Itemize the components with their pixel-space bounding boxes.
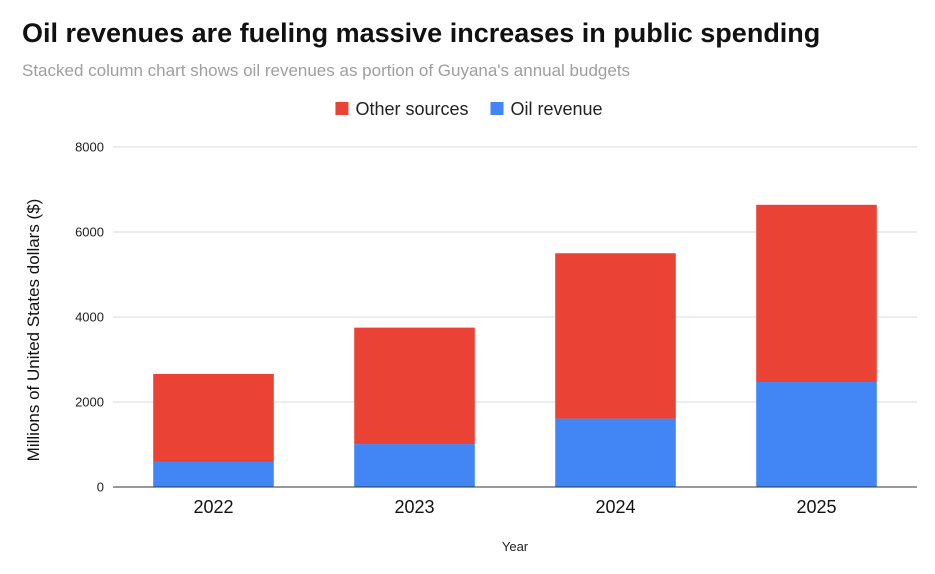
y-tick-label: 0	[97, 480, 104, 495]
legend-label: Other sources	[355, 99, 468, 119]
legend-swatch	[490, 102, 504, 115]
bar-other-sources-2023	[354, 327, 475, 445]
y-tick-label: 6000	[75, 225, 104, 240]
bar-oil-revenue-2025	[756, 382, 877, 487]
bar-other-sources-2024	[555, 253, 676, 419]
y-tick-label: 4000	[75, 310, 104, 325]
chart-title: Oil revenues are fueling massive increas…	[22, 18, 821, 48]
x-tick-label: 2022	[193, 497, 233, 517]
legend: Other sources Oil revenue	[335, 99, 603, 119]
x-axis-label: Year	[502, 539, 529, 554]
y-tick-labels: 0 2000 4000 6000 8000	[75, 140, 104, 495]
x-tick-label: 2023	[394, 497, 434, 517]
y-axis-label: Millions of United States dollars ($)	[24, 199, 43, 462]
bar-oil-revenue-2024	[555, 418, 676, 487]
legend-item-oil-revenue: Oil revenue	[490, 99, 603, 119]
bar-oil-revenue-2023	[354, 444, 475, 487]
bar-other-sources-2022	[153, 373, 274, 462]
bar-other-sources-2025	[756, 204, 877, 383]
y-tick-label: 8000	[75, 140, 104, 155]
legend-label: Oil revenue	[510, 99, 602, 119]
x-tick-labels: 2022 2023 2024 2025	[193, 497, 836, 517]
x-tick-label: 2025	[796, 497, 836, 517]
bars	[153, 204, 877, 487]
legend-item-other-sources: Other sources	[335, 99, 468, 119]
y-tick-label: 2000	[75, 395, 104, 410]
chart-subtitle: Stacked column chart shows oil revenues …	[22, 61, 631, 80]
bar-oil-revenue-2022	[153, 461, 274, 487]
legend-swatch	[335, 102, 349, 115]
x-tick-label: 2024	[595, 497, 635, 517]
